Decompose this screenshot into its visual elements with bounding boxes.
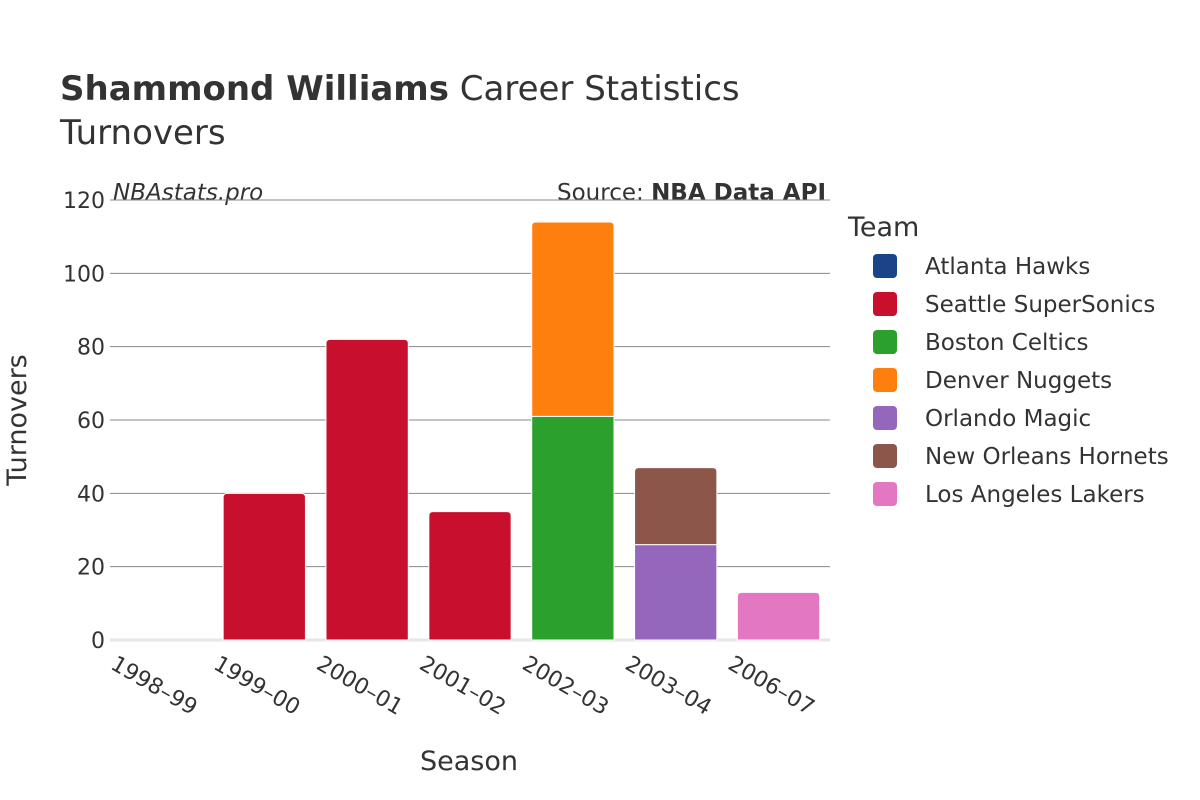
legend-swatch: [873, 368, 897, 392]
y-tick-label: 80: [77, 336, 105, 361]
legend-swatch: [873, 292, 897, 316]
x-tick-label: 2006–07: [724, 652, 819, 721]
legend-label: Denver Nuggets: [925, 368, 1112, 394]
legend-swatch: [873, 482, 897, 506]
x-tick-label: 2003–04: [621, 652, 716, 721]
y-axis-title: Turnovers: [2, 354, 33, 487]
legend-swatch: [873, 254, 897, 278]
bar-2000–01-seattle-supersonics: [325, 338, 409, 641]
chart-title-rest: Career Statistics: [460, 69, 740, 109]
x-tick-label: 2002–03: [518, 652, 613, 721]
legend-label: Los Angeles Lakers: [925, 482, 1145, 508]
bar-2002–03-denver-nuggets: [531, 221, 615, 417]
source-name: NBA Data API: [651, 180, 826, 206]
y-tick-label: 20: [77, 556, 105, 581]
bar-2003–04-new-orleans-hornets: [634, 467, 718, 546]
legend-label: Seattle SuperSonics: [925, 292, 1155, 318]
bar-2006–07-los-angeles-lakers: [736, 591, 821, 641]
x-axis-ticks: 1998–99 1999–00 2000–01 2001–02 2002–03 2003–…: [106, 652, 818, 721]
legend-label: Boston Celtics: [925, 330, 1088, 356]
bar-2003–04-orlando-magic: [634, 544, 718, 641]
source-credit: Source: NBA Data API: [557, 180, 826, 206]
chart-title: Shammond Williams Career Statistics: [60, 69, 740, 109]
bars: [222, 221, 821, 641]
bar-2001–02-seattle-supersonics: [428, 511, 512, 641]
watermark: NBAstats.pro: [113, 180, 263, 206]
chart-subtitle: Turnovers: [59, 113, 226, 153]
y-tick-label: 40: [77, 482, 105, 507]
legend-swatch: [873, 330, 897, 354]
legend-label: New Orleans Hornets: [925, 444, 1169, 470]
y-tick-label: 120: [63, 189, 105, 214]
y-tick-label: 100: [63, 262, 105, 287]
y-axis-ticks: 0 20 40 60 80 100 120: [63, 189, 105, 654]
x-tick-label: 1999–00: [209, 652, 304, 721]
x-tick-label: 2000–01: [312, 652, 407, 721]
chart-title-player: Shammond Williams: [60, 69, 449, 109]
legend-swatch: [873, 444, 897, 468]
legend-title: Team: [847, 212, 919, 243]
legend-label: Atlanta Hawks: [925, 254, 1090, 280]
x-tick-label: 2001–02: [415, 652, 510, 721]
y-tick-label: 60: [77, 409, 105, 434]
source-prefix: Source:: [557, 180, 651, 206]
y-tick-label: 0: [91, 629, 105, 654]
x-axis-title: Season: [420, 746, 518, 777]
legend-swatch: [873, 406, 897, 430]
bar-2002–03-boston-celtics: [531, 415, 615, 641]
legend: Atlanta Hawks Seattle SuperSonics Boston C…: [873, 254, 1169, 508]
x-tick-label: 1998–99: [106, 652, 201, 721]
legend-label: Orlando Magic: [925, 406, 1091, 432]
bar-1999–00-seattle-supersonics: [222, 492, 306, 641]
